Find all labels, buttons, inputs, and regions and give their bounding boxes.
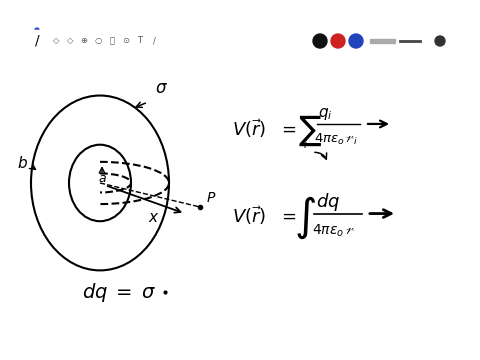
- Text: $\sum$: $\sum$: [298, 113, 322, 148]
- Text: ...: ...: [447, 9, 456, 19]
- Text: /: /: [35, 34, 39, 48]
- Text: ⊙: ⊙: [122, 36, 130, 45]
- Text: <: <: [2, 7, 14, 21]
- Text: ◇: ◇: [53, 36, 59, 45]
- Text: $i$: $i$: [303, 138, 308, 150]
- Text: ⬆: ⬆: [64, 9, 72, 18]
- Bar: [30, 30, 44, 51]
- Text: $x$: $x$: [148, 210, 159, 225]
- Text: $q_i$: $q_i$: [318, 106, 333, 122]
- Text: ○: ○: [95, 36, 102, 45]
- Circle shape: [435, 36, 445, 46]
- Text: ⊞: ⊞: [24, 9, 32, 18]
- Text: $=$: $=$: [278, 207, 297, 225]
- Text: ⬚: ⬚: [418, 9, 427, 19]
- Text: ✕: ✕: [434, 9, 442, 19]
- Text: ↩: ↩: [386, 9, 394, 19]
- Text: $=$: $=$: [278, 119, 297, 137]
- Text: ◇: ◇: [67, 36, 73, 45]
- Text: 🔖: 🔖: [53, 9, 59, 18]
- Circle shape: [331, 34, 345, 48]
- Text: $b$: $b$: [16, 155, 27, 171]
- Bar: [370, 39, 395, 43]
- Text: $\int$: $\int$: [294, 195, 316, 241]
- Text: $dq$: $dq$: [316, 190, 340, 212]
- Text: $P$: $P$: [206, 190, 216, 204]
- Text: $a$: $a$: [97, 172, 107, 185]
- Text: T: T: [137, 36, 143, 45]
- Text: ⬜: ⬜: [109, 36, 115, 45]
- Text: $V(\vec{r})$: $V(\vec{r})$: [232, 204, 266, 227]
- Text: Untitled Notebook  ∨: Untitled Notebook ∨: [182, 9, 298, 19]
- Text: $dq\;=\;\sigma$: $dq\;=\;\sigma$: [82, 281, 156, 304]
- Text: $4\pi\varepsilon_o\,\mathscr{r}$: $4\pi\varepsilon_o\,\mathscr{r}$: [312, 223, 355, 239]
- Text: $4\pi\varepsilon_o\,\mathscr{r}_i$: $4\pi\varepsilon_o\,\mathscr{r}_i$: [314, 132, 358, 147]
- Circle shape: [313, 34, 327, 48]
- Text: $\sigma$: $\sigma$: [155, 79, 168, 97]
- Text: ↪: ↪: [404, 9, 412, 19]
- Text: $V(\vec{r})$: $V(\vec{r})$: [232, 117, 266, 140]
- Text: Q: Q: [39, 9, 45, 18]
- Text: /: /: [153, 36, 156, 45]
- Text: ⊕: ⊕: [81, 36, 87, 45]
- Circle shape: [349, 34, 363, 48]
- Circle shape: [35, 28, 39, 32]
